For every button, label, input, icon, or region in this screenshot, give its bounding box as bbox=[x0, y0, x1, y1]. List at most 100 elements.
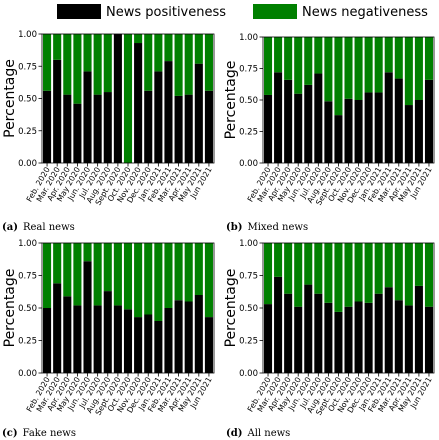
y-tick-label-4: 1.00 bbox=[18, 239, 37, 249]
bar-negative-14 bbox=[404, 243, 413, 306]
bar-negative-2 bbox=[63, 243, 72, 297]
bar-negative-4 bbox=[304, 243, 313, 285]
bar-positive-3 bbox=[294, 306, 303, 373]
bars bbox=[43, 34, 213, 164]
y-tick-label-0: 0.00 bbox=[239, 159, 258, 169]
y-tick-label-2: 0.50 bbox=[239, 96, 258, 106]
bar-negative-3 bbox=[294, 37, 303, 94]
bar-positive-7 bbox=[113, 305, 122, 373]
bar-positive-7 bbox=[334, 115, 343, 163]
bar-positive-11 bbox=[374, 293, 383, 373]
bar-negative-3 bbox=[73, 34, 82, 104]
bar-negative-0 bbox=[43, 243, 52, 308]
y-axis-label: Percentage bbox=[2, 269, 18, 348]
bar-negative-7 bbox=[113, 243, 122, 306]
bar-positive-9 bbox=[354, 100, 363, 163]
bars bbox=[264, 243, 433, 373]
bar-negative-0 bbox=[264, 243, 273, 305]
bar-positive-13 bbox=[394, 300, 403, 373]
bar-negative-14 bbox=[184, 243, 193, 302]
bars bbox=[264, 37, 433, 163]
bar-negative-9 bbox=[354, 243, 363, 302]
bar-negative-15 bbox=[414, 37, 423, 100]
bar-negative-9 bbox=[134, 243, 143, 318]
bar-positive-13 bbox=[394, 78, 403, 163]
y-tick-label-0: 0.00 bbox=[18, 159, 37, 169]
bar-negative-11 bbox=[154, 34, 163, 72]
bar-negative-12 bbox=[384, 37, 393, 73]
bar-positive-8 bbox=[344, 98, 353, 163]
bar-negative-4 bbox=[83, 34, 92, 72]
bar-positive-3 bbox=[73, 305, 82, 373]
bar-positive-3 bbox=[73, 103, 82, 163]
bar-negative-12 bbox=[164, 34, 173, 62]
bar-negative-6 bbox=[103, 243, 112, 292]
bar-positive-10 bbox=[364, 92, 373, 163]
bar-positive-16 bbox=[424, 79, 433, 163]
bar-positive-14 bbox=[404, 305, 413, 373]
y-tick-label-2: 0.50 bbox=[239, 304, 258, 314]
bar-negative-8 bbox=[123, 243, 133, 310]
bar-negative-6 bbox=[324, 37, 333, 102]
bar-positive-2 bbox=[63, 296, 72, 373]
y-tick-label-4: 1.00 bbox=[18, 30, 37, 40]
bar-positive-9 bbox=[134, 317, 143, 373]
bar-negative-8 bbox=[123, 34, 133, 163]
y-tick-label-1: 0.25 bbox=[239, 337, 258, 347]
bar-positive-15 bbox=[194, 295, 203, 373]
bar-positive-10 bbox=[144, 314, 153, 373]
bar-negative-4 bbox=[304, 37, 313, 85]
y-tick-label-3: 0.75 bbox=[18, 272, 37, 282]
bar-negative-3 bbox=[73, 243, 82, 306]
bar-positive-12 bbox=[384, 287, 393, 373]
y-tick-label-4: 1.00 bbox=[239, 239, 258, 249]
y-tick-label-2: 0.50 bbox=[18, 95, 37, 105]
bar-negative-8 bbox=[344, 243, 353, 307]
bar-negative-2 bbox=[284, 243, 293, 294]
bar-positive-4 bbox=[83, 261, 92, 373]
y-axis-label: Percentage bbox=[223, 269, 239, 348]
bar-negative-11 bbox=[374, 243, 383, 294]
bar-negative-12 bbox=[164, 243, 173, 308]
bar-positive-4 bbox=[304, 284, 313, 373]
bar-negative-7 bbox=[334, 243, 343, 312]
caption-label: (a) bbox=[2, 222, 18, 233]
y-tick-label-1: 0.25 bbox=[239, 128, 258, 138]
bar-negative-0 bbox=[43, 34, 52, 91]
bar-positive-15 bbox=[194, 63, 203, 163]
y-tick-label-0: 0.00 bbox=[18, 369, 37, 379]
y-tick-label-4: 1.00 bbox=[239, 33, 258, 43]
bar-positive-1 bbox=[274, 276, 283, 373]
bar-positive-16 bbox=[204, 90, 213, 163]
bar-positive-12 bbox=[164, 61, 173, 164]
bar-positive-15 bbox=[414, 100, 423, 163]
bar-negative-13 bbox=[394, 243, 403, 301]
bar-positive-2 bbox=[284, 79, 293, 163]
bar-positive-4 bbox=[83, 71, 92, 163]
bar-negative-16 bbox=[424, 243, 433, 307]
bar-positive-3 bbox=[294, 93, 303, 163]
y-tick-label-3: 0.75 bbox=[239, 272, 258, 282]
caption-text: Mixed news bbox=[247, 222, 308, 233]
bar-positive-9 bbox=[134, 43, 143, 163]
bar-positive-14 bbox=[184, 94, 193, 163]
panel-caption: (d) All news bbox=[226, 428, 290, 439]
bar-negative-1 bbox=[53, 243, 62, 284]
panel-caption: (b) Mixed news bbox=[226, 222, 308, 233]
bar-positive-13 bbox=[174, 95, 183, 163]
legend: News positiveness News negativeness bbox=[57, 4, 428, 20]
y-tick-label-0: 0.00 bbox=[239, 369, 258, 379]
bar-positive-12 bbox=[384, 72, 393, 163]
bar-negative-9 bbox=[134, 34, 143, 44]
caption-label: (d) bbox=[226, 428, 242, 439]
bar-negative-5 bbox=[314, 243, 323, 294]
caption-text: Real news bbox=[23, 222, 75, 233]
bars bbox=[43, 243, 213, 373]
